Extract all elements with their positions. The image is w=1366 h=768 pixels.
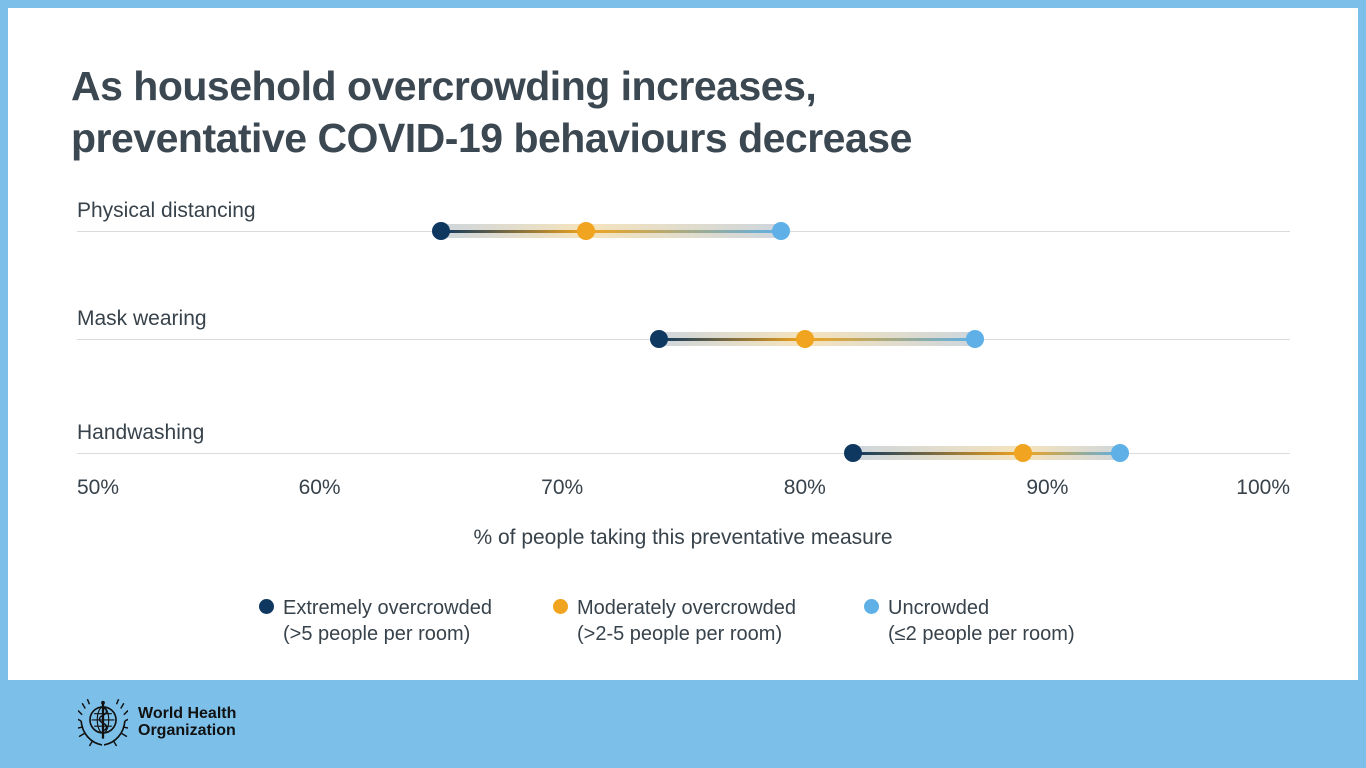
x-tick-label: 100% <box>1236 476 1290 499</box>
category-label: Physical distancing <box>77 199 256 222</box>
dot-moderately-overcrowded <box>1014 444 1033 462</box>
dot-moderately-overcrowded <box>795 330 814 348</box>
category-label: Mask wearing <box>77 307 207 330</box>
dumbbell-connector-line <box>659 337 975 341</box>
legend-label: Extremely overcrowded (>5 people per room… <box>283 597 492 645</box>
legend-dot <box>553 599 568 614</box>
x-tick-label: 50% <box>77 476 120 499</box>
who-wordmark-line2: Organization <box>138 722 236 739</box>
dot-uncrowded <box>965 330 984 348</box>
category-label: Handwashing <box>77 421 205 444</box>
dumbbell-connector-line <box>853 451 1121 455</box>
legend-item: Moderately overcrowded (>2-5 people per r… <box>553 595 796 647</box>
dot-uncrowded <box>771 222 790 240</box>
dot-extremely-overcrowded <box>431 222 450 240</box>
legend-dot <box>259 599 274 614</box>
dot-extremely-overcrowded <box>650 330 669 348</box>
dot-uncrowded <box>1111 444 1130 462</box>
dot-moderately-overcrowded <box>577 222 596 240</box>
who-logo: World Health Organization <box>78 697 236 747</box>
chart-title: As household overcrowding increases, pre… <box>71 60 912 164</box>
chart-title-line1: As household overcrowding increases, <box>71 63 817 109</box>
legend-label: Uncrowded (≤2 people per room) <box>888 597 1075 645</box>
legend-label: Moderately overcrowded (>2-5 people per r… <box>577 597 796 645</box>
legend-item: Extremely overcrowded (>5 people per room… <box>259 595 492 647</box>
x-tick-label: 90% <box>1026 476 1069 499</box>
who-wordmark-line1: World Health <box>138 705 237 722</box>
who-globe-laurel-emblem-icon <box>78 698 128 747</box>
dot-extremely-overcrowded <box>844 444 863 462</box>
x-tick-label: 60% <box>298 476 341 499</box>
x-tick-label: 80% <box>783 476 826 499</box>
x-axis-title: % of people taking this preventative mea… <box>473 526 893 549</box>
chart-title-line2: preventative COVID-19 behaviours decreas… <box>71 115 912 161</box>
legend-item: Uncrowded (≤2 people per room) <box>864 595 1075 647</box>
row-gridline <box>77 453 1290 454</box>
dumbbell-connector-line <box>440 229 781 233</box>
who-wordmark: World Health Organization <box>138 705 236 739</box>
x-tick-label: 70% <box>541 476 584 499</box>
legend-dot <box>864 599 879 614</box>
